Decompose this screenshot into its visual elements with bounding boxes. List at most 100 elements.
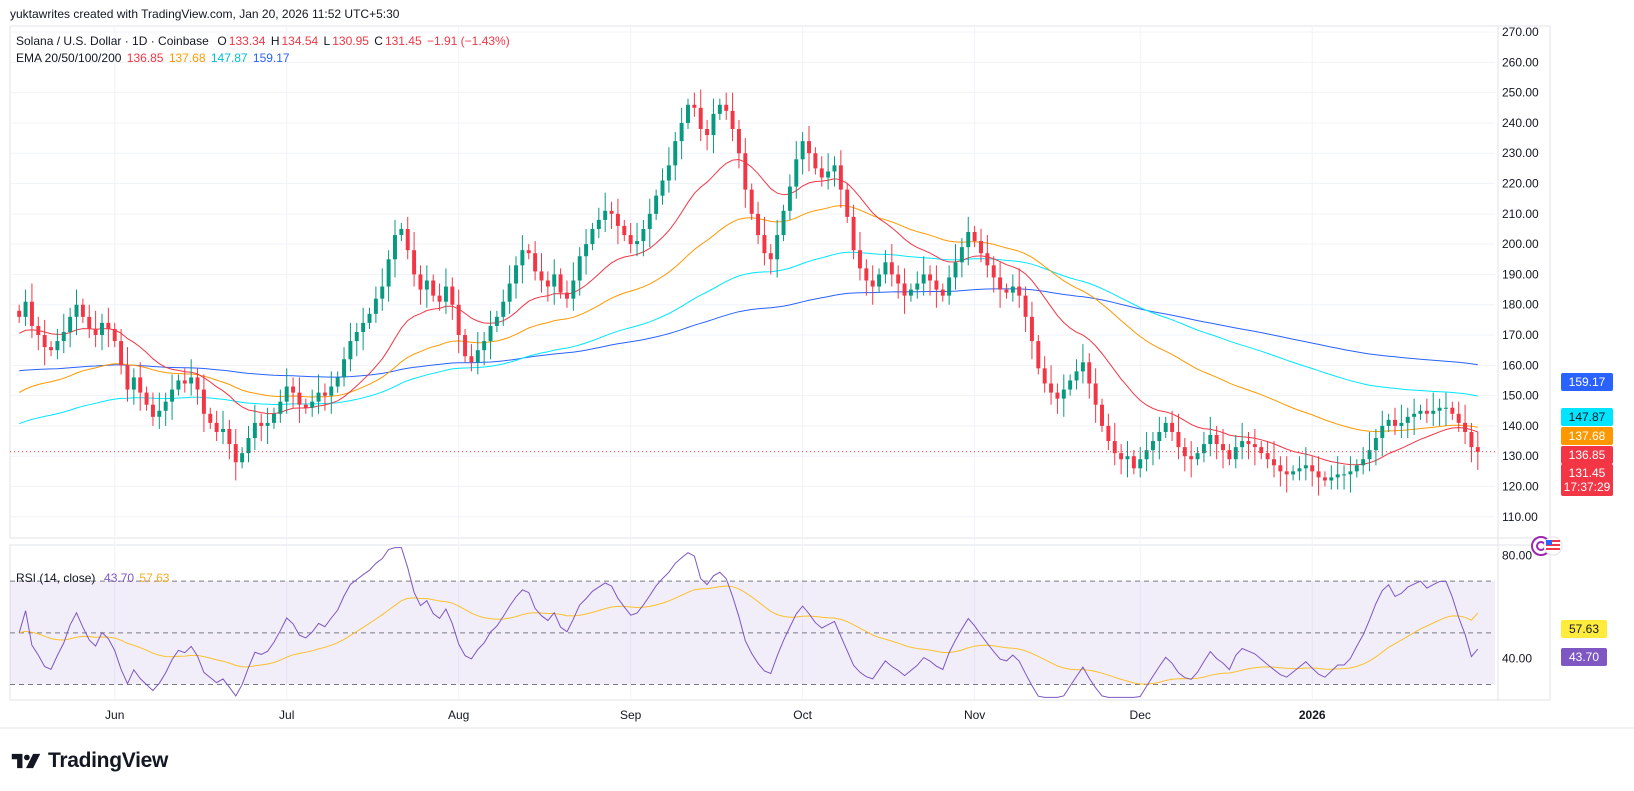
candle[interactable] (698, 107, 703, 130)
candle[interactable] (711, 113, 716, 136)
candle[interactable] (564, 292, 569, 299)
candle[interactable] (1163, 422, 1168, 432)
candle[interactable] (1284, 471, 1289, 475)
candle[interactable] (278, 401, 283, 414)
candle[interactable] (1316, 471, 1321, 478)
candle[interactable] (201, 389, 206, 414)
candle[interactable] (329, 386, 334, 396)
candle[interactable] (877, 274, 882, 287)
candle[interactable] (431, 280, 436, 296)
candle[interactable] (405, 228, 410, 251)
candle[interactable] (953, 262, 958, 278)
candle[interactable] (1450, 407, 1455, 414)
candle[interactable] (1214, 434, 1219, 445)
candle[interactable] (1431, 410, 1436, 414)
candle[interactable] (1437, 407, 1442, 411)
candle[interactable] (150, 404, 155, 417)
candle[interactable] (1367, 450, 1372, 460)
candle[interactable] (1278, 465, 1283, 472)
candle[interactable] (144, 392, 149, 405)
candle[interactable] (424, 280, 429, 290)
candle[interactable] (1240, 441, 1245, 448)
ema-label[interactable]: EMA 20/50/100/200 (16, 51, 122, 65)
candle[interactable] (832, 165, 837, 172)
candle[interactable] (208, 413, 213, 423)
candle[interactable] (1265, 453, 1270, 460)
candle[interactable] (768, 253, 773, 260)
candle[interactable] (889, 262, 894, 275)
candle[interactable] (501, 301, 506, 317)
candle[interactable] (17, 310, 22, 317)
candle[interactable] (1004, 289, 1009, 293)
candle[interactable] (1144, 450, 1149, 460)
candle[interactable] (1463, 422, 1468, 432)
candle[interactable] (1138, 459, 1143, 469)
candle[interactable] (443, 286, 448, 302)
candle[interactable] (297, 392, 302, 405)
candle[interactable] (291, 386, 296, 393)
candle[interactable] (61, 331, 66, 342)
candle[interactable] (74, 304, 79, 317)
candle[interactable] (743, 153, 748, 190)
candle[interactable] (736, 129, 741, 154)
candle[interactable] (870, 280, 875, 287)
candle[interactable] (1093, 383, 1098, 405)
candle[interactable] (717, 104, 722, 114)
candle[interactable] (584, 244, 589, 257)
candle[interactable] (507, 283, 512, 302)
candle[interactable] (1189, 456, 1194, 460)
candle[interactable] (1010, 286, 1015, 293)
candle[interactable] (316, 392, 321, 402)
candle[interactable] (966, 232, 971, 248)
candle[interactable] (1322, 477, 1327, 481)
candle[interactable] (749, 189, 754, 214)
candle[interactable] (571, 280, 576, 299)
candle[interactable] (660, 180, 665, 196)
candle[interactable] (1221, 444, 1226, 451)
candle[interactable] (1297, 468, 1302, 472)
candle[interactable] (781, 210, 786, 236)
candle[interactable] (1150, 441, 1155, 451)
candle[interactable] (934, 280, 939, 290)
candle[interactable] (959, 247, 964, 263)
candle[interactable] (1125, 456, 1130, 460)
candle[interactable] (354, 331, 359, 342)
candle[interactable] (412, 250, 417, 275)
symbol-title[interactable]: Solana / U.S. Dollar · 1D · Coinbase (16, 34, 209, 48)
candle[interactable] (284, 386, 289, 402)
candle[interactable] (800, 141, 805, 160)
candle[interactable] (1246, 441, 1251, 445)
candle[interactable] (450, 286, 455, 305)
candle[interactable] (622, 225, 627, 236)
candle[interactable] (131, 377, 136, 390)
tradingview-brand[interactable]: TradingView (10, 749, 168, 773)
candle[interactable] (163, 401, 168, 411)
candle[interactable] (520, 250, 525, 266)
candle[interactable] (985, 253, 990, 266)
candle[interactable] (1361, 459, 1366, 466)
candle[interactable] (1055, 392, 1060, 399)
candle[interactable] (1201, 444, 1206, 454)
candle[interactable] (641, 228, 646, 242)
candle[interactable] (533, 253, 538, 272)
candle[interactable] (195, 377, 200, 390)
candle[interactable] (1252, 444, 1257, 448)
candle[interactable] (380, 286, 385, 299)
candle[interactable] (1393, 419, 1397, 426)
candle[interactable] (1061, 389, 1066, 399)
candle[interactable] (1087, 362, 1092, 384)
candle[interactable] (259, 422, 264, 426)
candle[interactable] (603, 210, 608, 220)
candle[interactable] (1380, 425, 1385, 439)
candle[interactable] (1342, 474, 1347, 476)
candle[interactable] (1354, 465, 1359, 472)
candle[interactable] (157, 410, 162, 417)
candle[interactable] (303, 404, 308, 408)
candle[interactable] (227, 428, 232, 445)
candle[interactable] (1418, 410, 1423, 414)
candle[interactable] (1469, 431, 1474, 448)
candle[interactable] (724, 104, 729, 111)
candle[interactable] (252, 422, 257, 439)
candle[interactable] (1029, 316, 1034, 342)
